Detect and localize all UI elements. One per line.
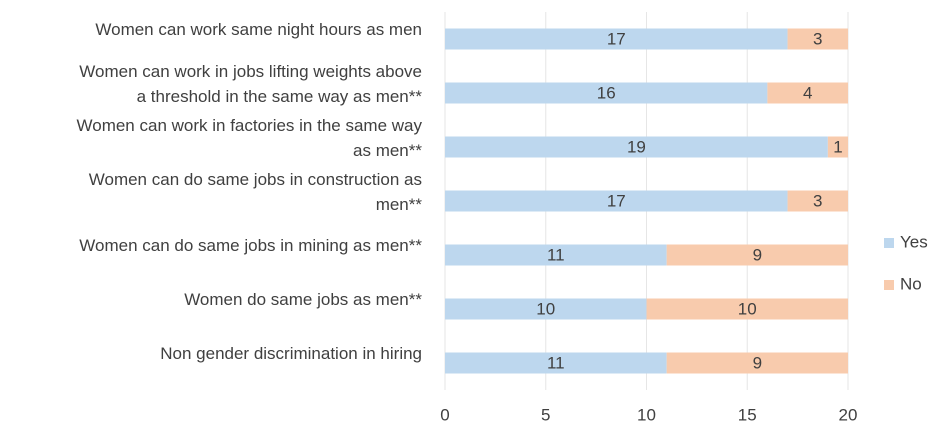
legend-label: No xyxy=(900,274,922,293)
bar-segment xyxy=(445,298,647,320)
bar-segment xyxy=(445,82,768,104)
bar-segment xyxy=(445,244,667,266)
category-label: Women can work in jobs lifting weights a… xyxy=(79,62,422,106)
bar-segment xyxy=(787,190,848,212)
x-tick-label: 5 xyxy=(541,405,550,424)
legend-swatch xyxy=(884,280,894,290)
bar-segment xyxy=(666,352,848,374)
bar-segment xyxy=(827,136,848,158)
legend-swatch xyxy=(884,238,894,248)
category-label: Non gender discrimination in hiring xyxy=(160,344,422,363)
data-label: 10 xyxy=(738,299,757,318)
data-label: 17 xyxy=(607,29,626,48)
data-label: 19 xyxy=(627,137,646,156)
category-label: Women can work in factories in the same … xyxy=(77,116,423,160)
bar-segment xyxy=(445,352,667,374)
data-label: 3 xyxy=(813,191,822,210)
data-label: 11 xyxy=(547,353,565,372)
x-tick-label: 15 xyxy=(738,405,757,424)
data-label: 17 xyxy=(607,191,626,210)
data-label: 3 xyxy=(813,29,822,48)
x-tick-label: 0 xyxy=(440,405,449,424)
data-label: 10 xyxy=(536,299,555,318)
x-tick-label: 10 xyxy=(637,405,656,424)
data-label: 16 xyxy=(597,83,616,102)
bar-segment xyxy=(445,28,788,50)
category-label: Women can do same jobs in construction a… xyxy=(89,170,423,214)
bar-segment xyxy=(787,28,848,50)
x-tick-label: 20 xyxy=(839,405,858,424)
bar-segment xyxy=(767,82,848,104)
legend-label: Yes xyxy=(900,232,928,251)
bar-segment xyxy=(445,136,828,158)
data-label: 9 xyxy=(753,245,762,264)
data-label: 11 xyxy=(547,245,565,264)
bar-segment xyxy=(666,244,848,266)
bar-segment xyxy=(445,190,788,212)
data-label: 1 xyxy=(833,137,842,156)
category-label: Women can do same jobs in mining as men*… xyxy=(79,236,422,255)
data-label: 4 xyxy=(803,83,812,102)
category-label: Women can work same night hours as men xyxy=(95,20,422,39)
bar-segment xyxy=(646,298,848,320)
category-label: Women do same jobs as men** xyxy=(184,290,422,309)
data-label: 9 xyxy=(753,353,762,372)
